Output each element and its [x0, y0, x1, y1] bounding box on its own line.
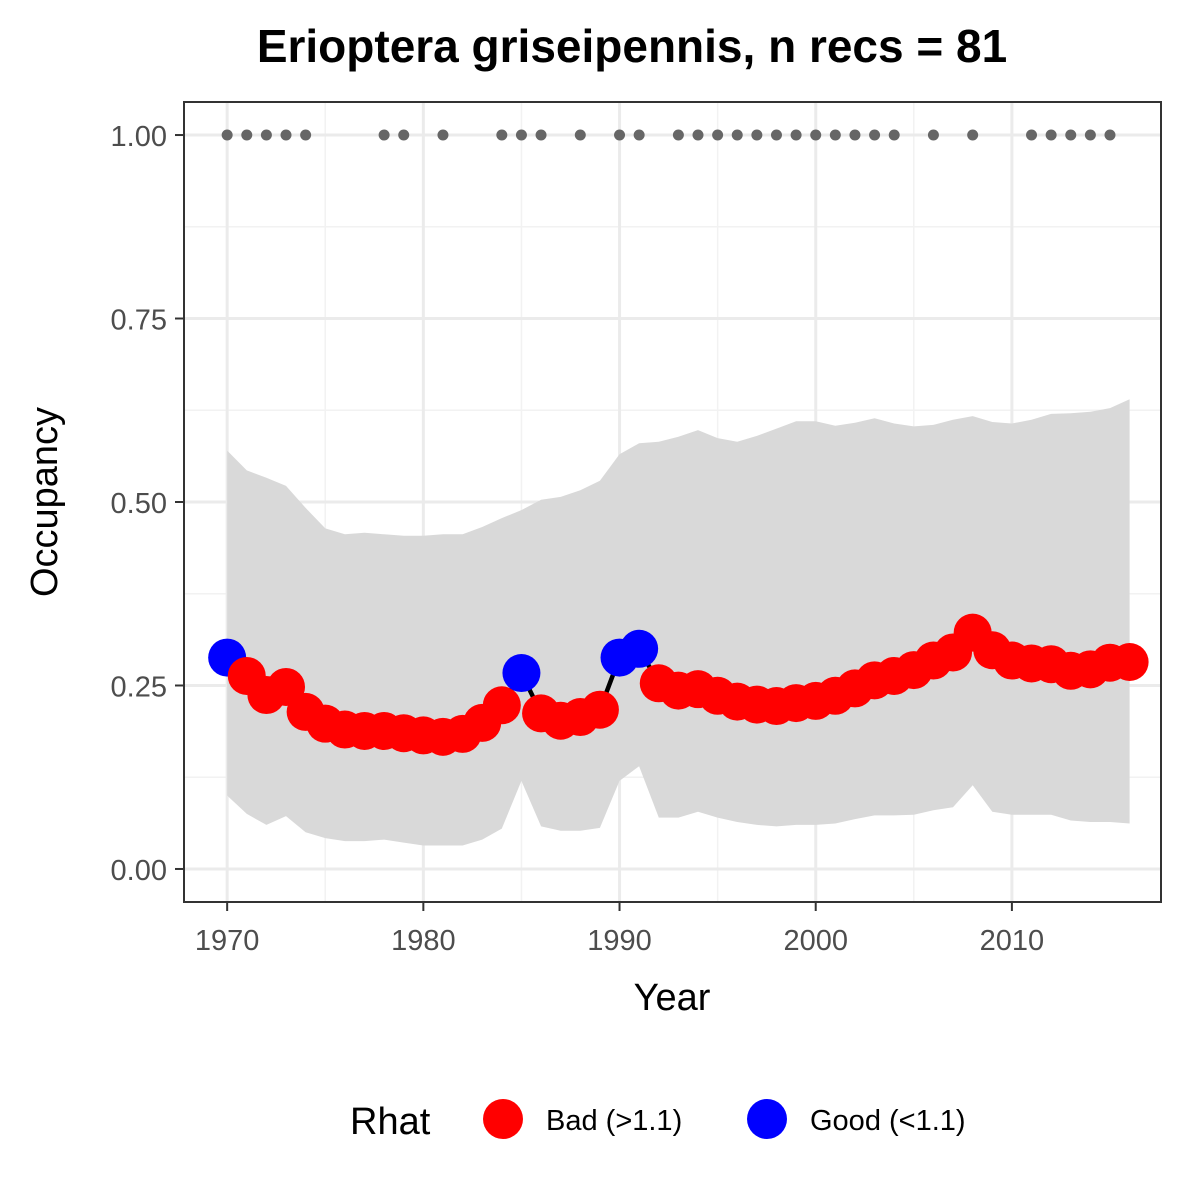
record-point [280, 129, 292, 141]
x-axis: 1970 1980 1990 2000 2010 [195, 902, 1044, 957]
x-tick-label: 2010 [980, 925, 1045, 957]
record-point [770, 129, 782, 141]
record-point [790, 129, 802, 141]
record-point [633, 129, 645, 141]
record-point [398, 129, 410, 141]
record-point [869, 129, 881, 141]
record-point [221, 129, 233, 141]
legend-title: Rhat [350, 1101, 431, 1143]
record-point [810, 129, 822, 141]
legend-label-bad: Bad (>1.1) [546, 1105, 682, 1137]
occupancy-point-bad [482, 686, 521, 725]
record-point [927, 129, 939, 141]
record-point [1026, 129, 1038, 141]
legend-key-good [747, 1099, 787, 1139]
legend-label-good: Good (<1.1) [810, 1105, 966, 1137]
record-point [849, 129, 861, 141]
y-tick-label: 1.00 [111, 121, 167, 153]
record-point [712, 129, 724, 141]
record-point [1045, 129, 1057, 141]
record-point [378, 129, 390, 141]
record-point [535, 129, 547, 141]
record-point [888, 129, 900, 141]
record-point [241, 129, 253, 141]
record-points-layer [221, 129, 1116, 141]
record-point [300, 129, 312, 141]
chart-title: Erioptera griseipennis, n recs = 81 [257, 20, 1007, 72]
x-tick-label: 2000 [783, 925, 848, 957]
y-tick-label: 0.50 [111, 488, 167, 520]
y-axis: 0.00 0.25 0.50 0.75 1.00 [111, 121, 184, 887]
record-point [829, 129, 841, 141]
record-point [1065, 129, 1077, 141]
record-point [1084, 129, 1096, 141]
record-point [515, 129, 527, 141]
record-point [1104, 129, 1116, 141]
x-axis-title: Year [634, 977, 711, 1019]
legend: Rhat Bad (>1.1) Good (<1.1) [350, 1099, 966, 1143]
x-tick-label: 1980 [391, 925, 456, 957]
record-point [496, 129, 508, 141]
occupancy-point-bad [580, 690, 619, 729]
y-tick-label: 0.75 [111, 305, 167, 337]
record-point [672, 129, 684, 141]
legend-key-bad [483, 1099, 523, 1139]
record-point [967, 129, 979, 141]
y-axis-title: Occupancy [24, 407, 66, 597]
occupancy-point-good [620, 629, 659, 668]
record-point [751, 129, 763, 141]
y-tick-label: 0.00 [111, 855, 167, 887]
occupancy-point-good [502, 654, 541, 693]
record-point [437, 129, 449, 141]
y-tick-label: 0.25 [111, 671, 167, 703]
record-point [260, 129, 272, 141]
record-point [731, 129, 743, 141]
x-tick-label: 1970 [195, 925, 260, 957]
record-point [692, 129, 704, 141]
record-point [574, 129, 586, 141]
x-tick-label: 1990 [587, 925, 652, 957]
occupancy-points-layer [208, 613, 1149, 756]
occupancy-point-bad [1110, 643, 1149, 681]
record-point [614, 129, 626, 141]
